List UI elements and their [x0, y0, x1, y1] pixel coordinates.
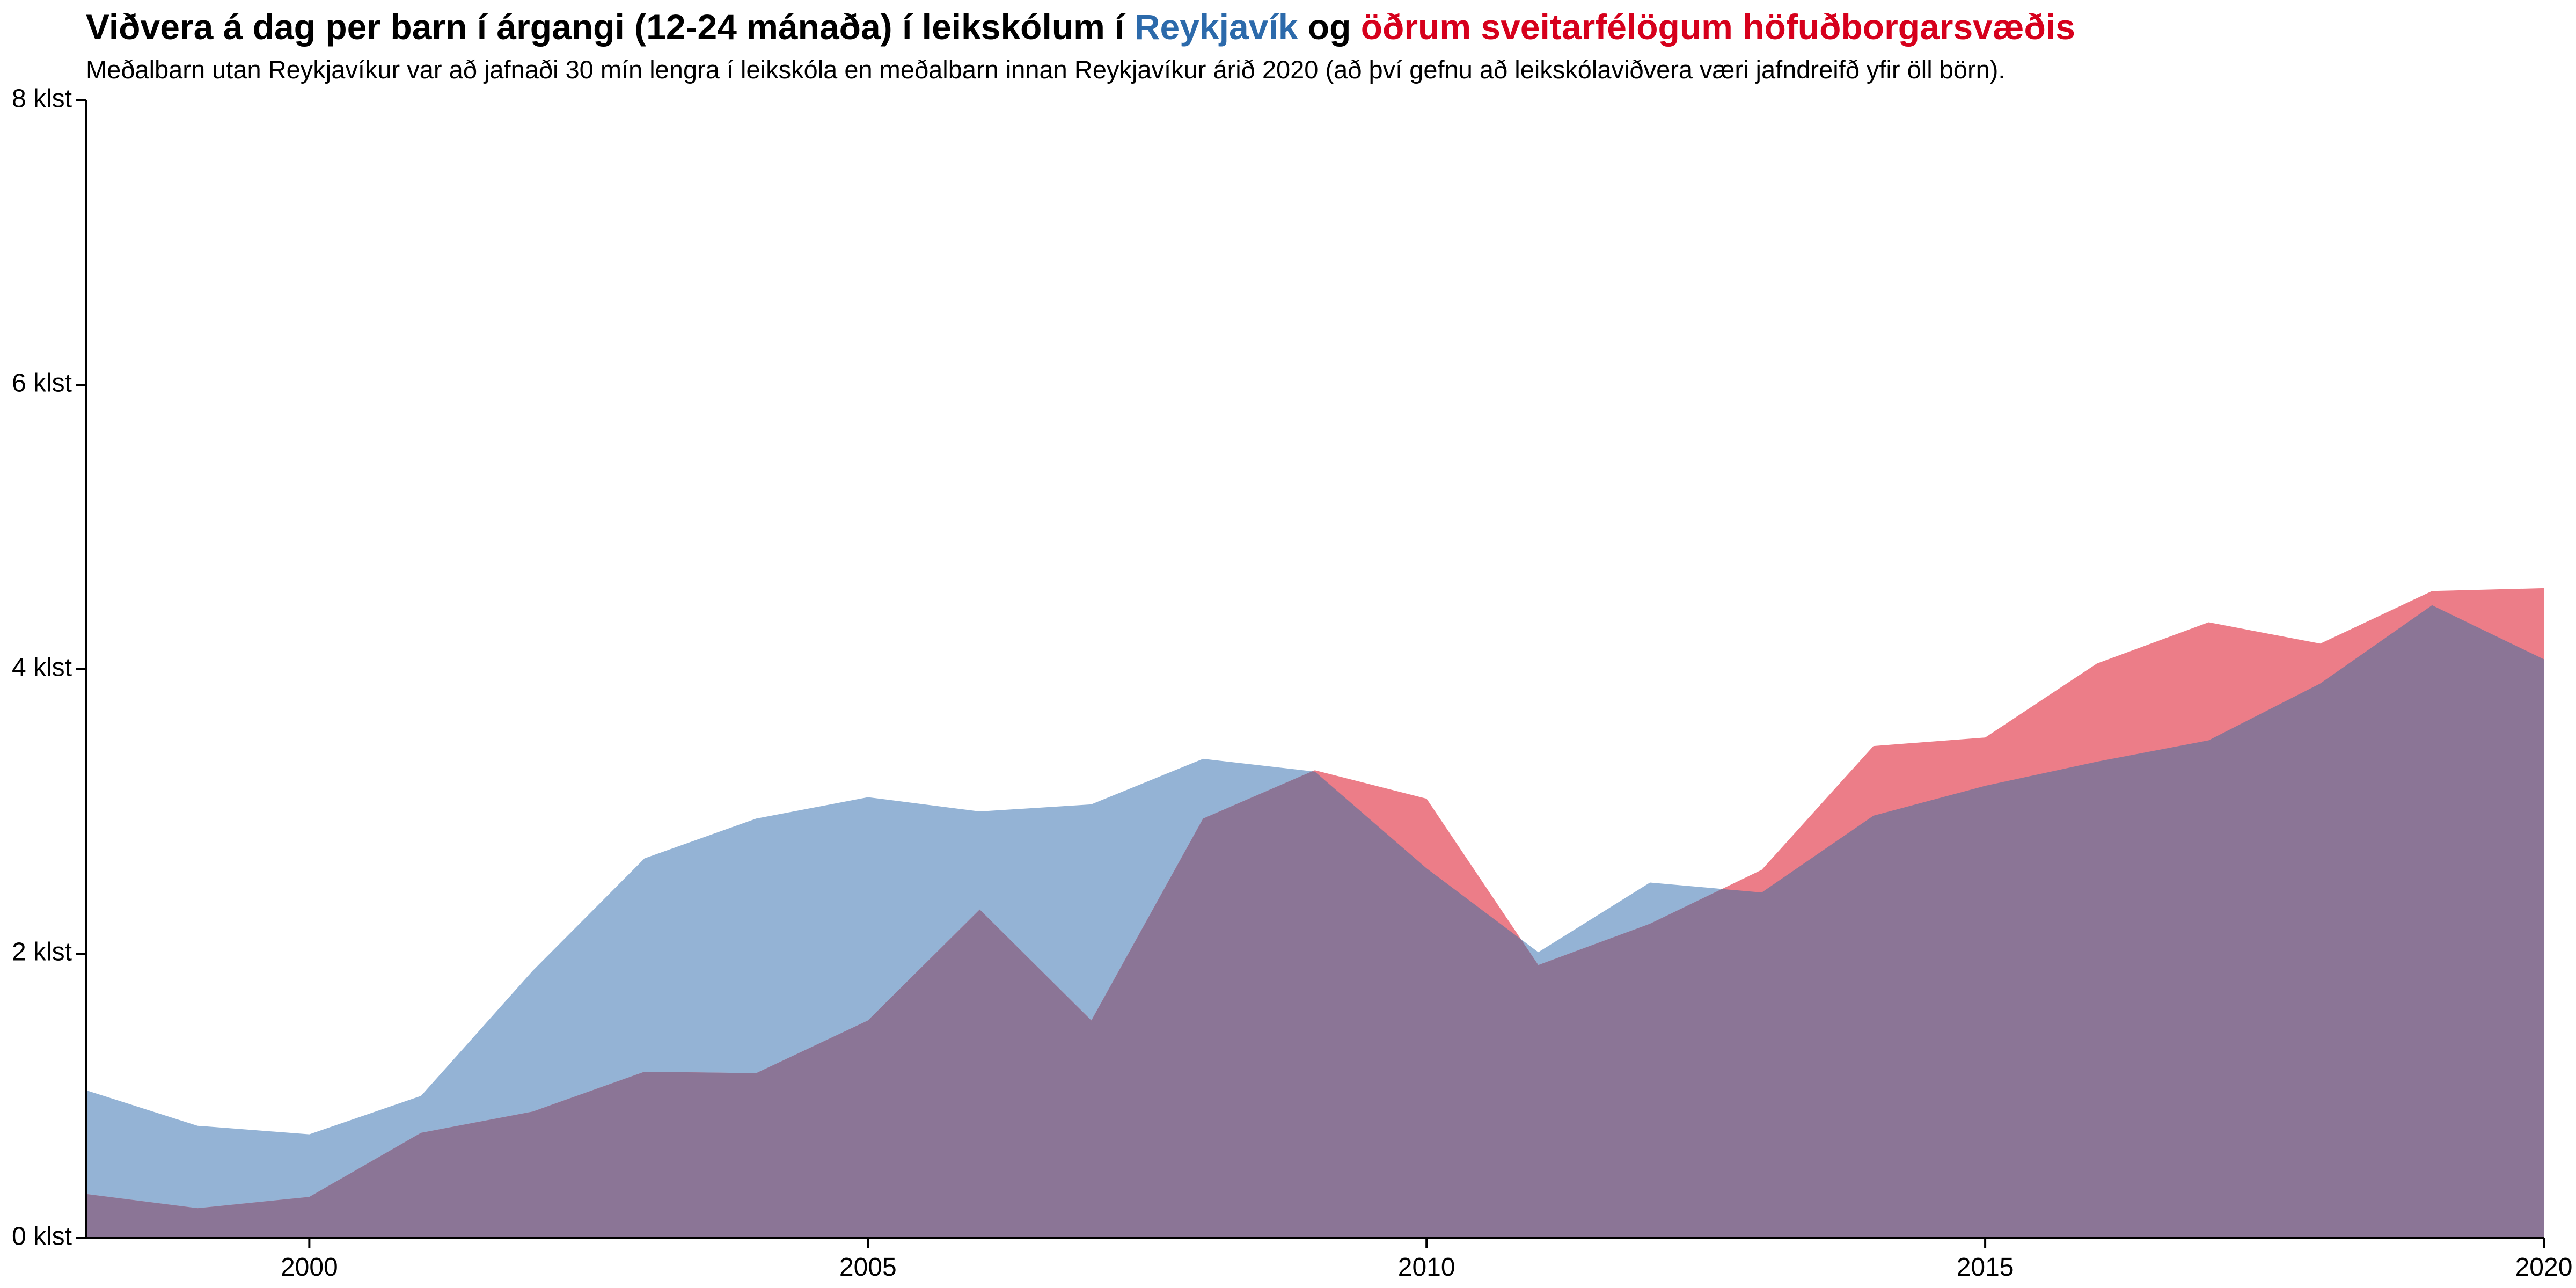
title-connector: og — [1298, 7, 1361, 47]
x-tick-label: 2010 — [1398, 1253, 1455, 1282]
y-tick-label: 2 klst — [12, 938, 72, 967]
y-tick-label: 6 klst — [12, 369, 72, 398]
title-reykjavik: Reykjavík — [1134, 7, 1298, 47]
x-tick-label: 2000 — [281, 1253, 338, 1282]
chart-title: Viðvera á dag per barn í árgangi (12-24 … — [86, 4, 2075, 49]
x-tick-label: 2005 — [839, 1253, 897, 1282]
y-tick-label: 8 klst — [12, 85, 72, 113]
overlap-area — [86, 605, 2544, 1238]
x-tick-label: 2020 — [2515, 1253, 2573, 1282]
x-tick-label: 2015 — [1957, 1253, 2014, 1282]
title-others: öðrum sveitarfélögum höfuðborgarsvæðis — [1360, 7, 2075, 47]
y-tick-label: 4 klst — [12, 654, 72, 682]
title-prefix: Viðvera á dag per barn í árgangi (12-24 … — [86, 7, 1135, 47]
y-tick-label: 0 klst — [12, 1223, 72, 1251]
chart-subtitle: Meðalbarn utan Reykjavíkur var að jafnað… — [86, 55, 2006, 84]
